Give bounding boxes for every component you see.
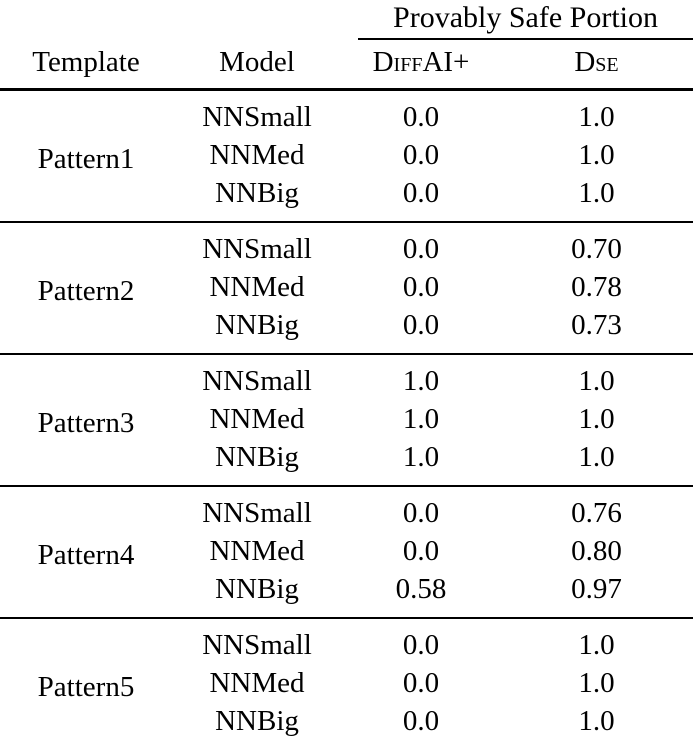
model-cell: NNSmall: [172, 353, 342, 401]
table-row: NNBig 0.0 0.73: [0, 307, 693, 354]
diffai-value: 0.0: [402, 177, 440, 210]
diffai-value: 1.0: [342, 353, 500, 401]
table-row: Pattern2 NNSmall 0.0 0.70: [0, 221, 693, 354]
model-cell: NNSmall: [172, 221, 342, 269]
group-header-spacer: [0, 0, 342, 40]
diffai-value: 0.0: [342, 485, 500, 533]
dse-value: 1.0: [500, 353, 693, 401]
model-cell: NNSmall: [172, 485, 342, 533]
diffai-value: 0.0: [402, 139, 440, 172]
column-header-row: Template Model DiffAI+ Dse: [0, 40, 693, 91]
table-row: NNBig 1.0 1.0: [0, 439, 693, 486]
diffai-value: 0.0: [342, 617, 500, 665]
dse-value: 0.80: [571, 535, 622, 568]
model-cell: NNBig: [215, 177, 299, 210]
column-header-model: Model: [172, 40, 342, 91]
table-row: NNMed 0.0 1.0: [0, 137, 693, 175]
model-cell: NNMed: [209, 139, 305, 172]
model-cell: NNSmall: [202, 101, 312, 134]
diffai-value: 1.0: [402, 441, 440, 474]
diffai-value: 0.0: [402, 667, 440, 700]
dse-value: 1.0: [500, 617, 693, 665]
table-row: NNMed 0.0 1.0: [0, 665, 693, 703]
table-row: Pattern5 NNSmall 0.0 1.0: [0, 617, 693, 743]
diffai-value: 0.58: [395, 573, 447, 606]
table-row: NNMed 1.0 1.0: [0, 401, 693, 439]
diffai-value: 0.0: [402, 271, 440, 304]
model-cell: NNMed: [209, 271, 305, 304]
model-cell: NNBig: [215, 705, 299, 738]
template-label: Pattern5: [0, 617, 172, 743]
model-cell: NNBig: [215, 441, 299, 474]
dse-value: 1.0: [578, 705, 615, 738]
dse-value: 1.0: [578, 403, 615, 436]
template-label: Pattern4: [0, 485, 172, 618]
dse-value: 0.73: [571, 309, 622, 342]
column-header-diffai: DiffAI+: [342, 40, 500, 91]
group-header-row: Provably Safe Portion: [0, 0, 693, 40]
dse-value: 1.0: [578, 177, 615, 210]
dse-value: 1.0: [578, 101, 615, 134]
dse-value: 0.78: [571, 271, 622, 304]
dse-value: 1.0: [578, 139, 615, 172]
table-row: NNMed 0.0 0.78: [0, 269, 693, 307]
group-header-cell: Provably Safe Portion: [342, 0, 693, 40]
model-cell: NNMed: [209, 535, 305, 568]
table-row: Pattern1 NNSmall 0.0 1.0: [0, 90, 693, 175]
diffai-value: 0.0: [342, 221, 500, 269]
dse-value: 0.97: [571, 573, 622, 606]
dse-value: 0.76: [500, 485, 693, 533]
diffai-value: 0.0: [402, 309, 440, 342]
model-cell: NNSmall: [172, 617, 342, 665]
template-label: Pattern2: [0, 221, 172, 354]
table-row: NNMed 0.0 0.80: [0, 533, 693, 571]
diffai-value: 0.0: [402, 535, 440, 568]
model-cell: NNMed: [209, 667, 305, 700]
table-row: Pattern3 NNSmall 1.0 1.0: [0, 353, 693, 486]
template-label: Pattern3: [0, 353, 172, 486]
diffai-value: 0.0: [402, 101, 440, 134]
diffai-value: 1.0: [402, 403, 440, 436]
group-header-label: Provably Safe Portion: [358, 1, 693, 40]
table-row: Pattern4 NNSmall 0.0 0.76: [0, 485, 693, 618]
dse-value: 0.70: [500, 221, 693, 269]
dse-value: 1.0: [578, 441, 615, 474]
template-label: Pattern1: [37, 143, 135, 176]
dse-value: 1.0: [578, 667, 615, 700]
table-row: NNBig 0.0 1.0: [0, 175, 693, 222]
model-cell: NNBig: [215, 309, 299, 342]
diffai-value: 0.0: [402, 705, 440, 738]
column-header-template: Template: [0, 40, 172, 91]
table-row: NNBig 0.58 0.97: [0, 571, 693, 618]
column-header-dse: Dse: [500, 40, 693, 91]
model-cell: NNMed: [209, 403, 305, 436]
table-row: NNBig 0.0 1.0: [0, 703, 693, 743]
model-cell: NNBig: [215, 573, 299, 606]
